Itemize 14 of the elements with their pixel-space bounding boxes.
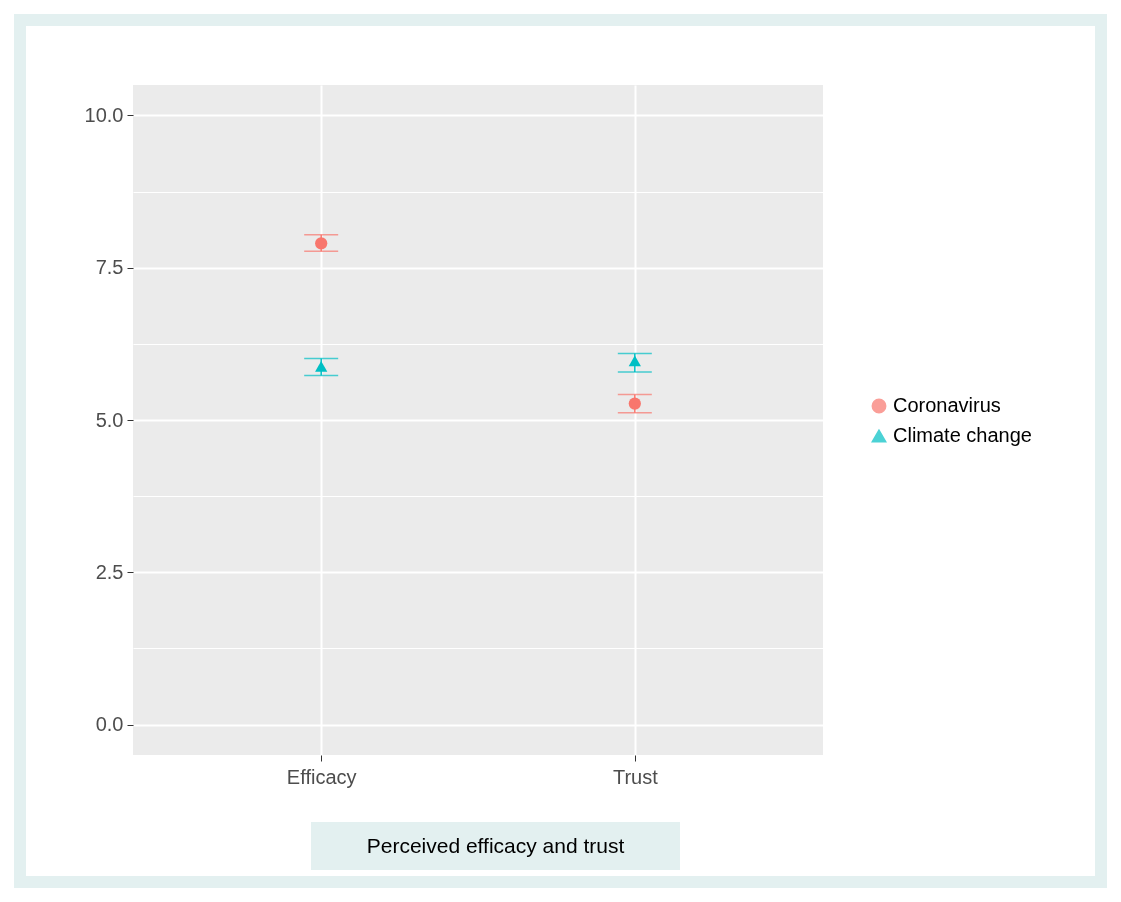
y-tick-label: 10.0 (84, 103, 124, 126)
x-tick-label: Trust (612, 765, 659, 788)
x-tick-label: Efficacy (286, 765, 357, 788)
y-tick-label: 7.5 (95, 256, 124, 279)
point (315, 361, 328, 372)
text: Perceived efficacy and trust (311, 822, 680, 870)
y-tick-label: 0.0 (95, 713, 124, 736)
point (628, 355, 641, 367)
y-tick-label: 5.0 (95, 408, 124, 431)
legend-label: Climate change (893, 424, 1032, 446)
point (628, 397, 641, 410)
point (315, 237, 328, 250)
legend-label: Coronavirus (893, 394, 1001, 416)
y-tick-label: 2.5 (95, 560, 124, 583)
